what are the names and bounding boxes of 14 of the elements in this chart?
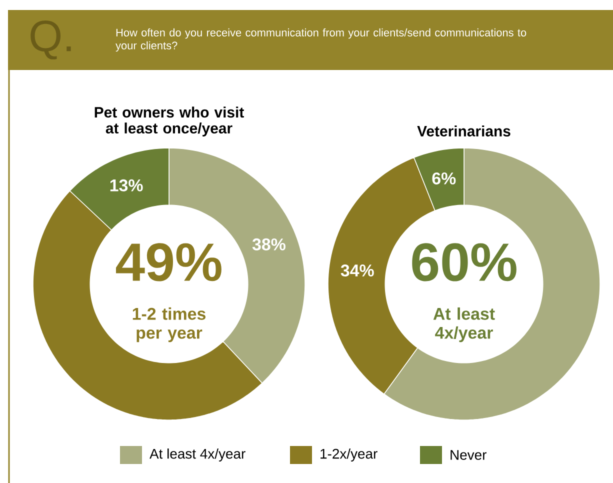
text: 60% [412,243,516,282]
chart-title: Pet owners who visit at least once/year [94,106,244,136]
data-label: 38% [252,238,286,250]
chart-title: Veterinarians [417,126,510,136]
text: 49% [116,243,222,282]
text: At least 4x/year [433,307,495,342]
text: How often do you receive communication from your clients/send communications to your clients? [116,28,526,52]
data-label: 6% [432,172,456,184]
data-label: 13% [110,179,143,192]
legend-label: 1-2x/year [320,448,378,462]
legend-label: At least 4x/year [150,448,246,462]
legend-label: Never [450,450,486,460]
data-label: 34% [340,264,374,277]
text: 1-2 times per year [132,307,206,342]
